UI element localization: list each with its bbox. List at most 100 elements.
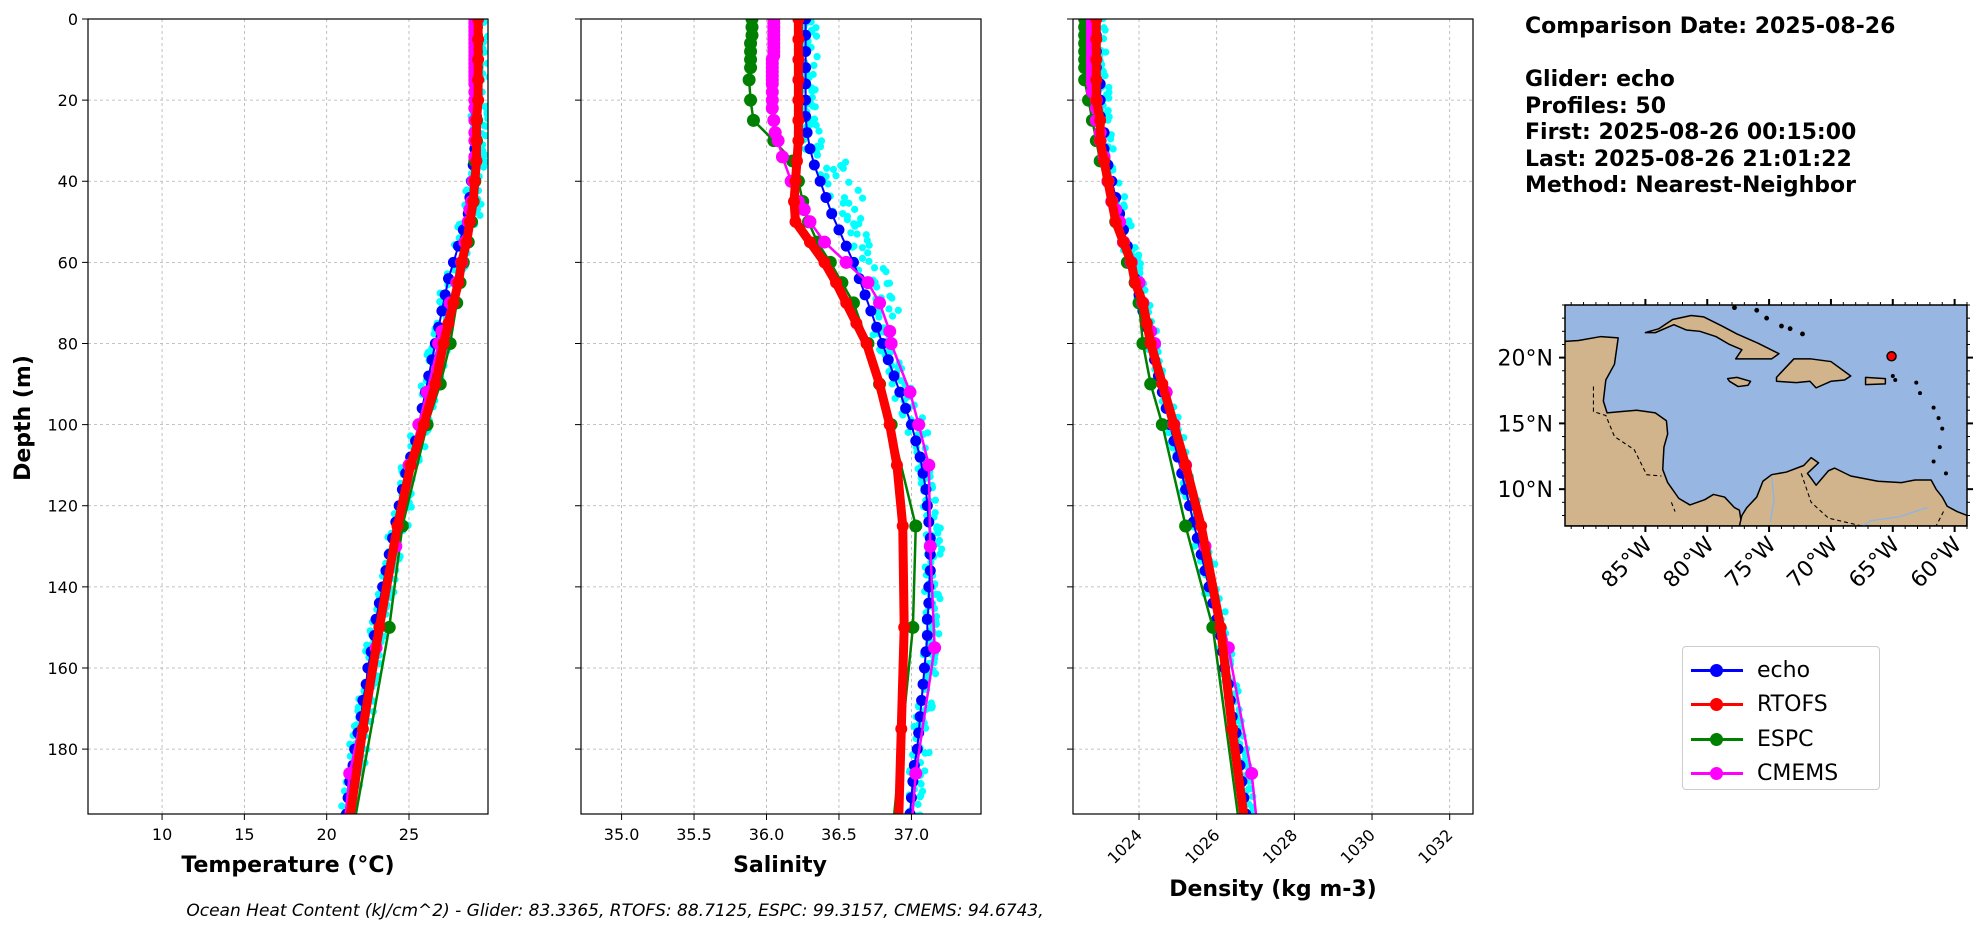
glider-raw-point [1136, 259, 1144, 268]
glider-raw-point [935, 630, 943, 638]
x-tick-label: 1024 [1104, 825, 1146, 867]
data-point-rtofs [463, 215, 476, 228]
glider-raw-point [837, 162, 845, 170]
data-point-rtofs [391, 520, 404, 533]
data-point-espc [909, 519, 923, 533]
glider-raw-point [817, 137, 826, 145]
glider-raw-point [798, 8, 805, 15]
legend-label: ESPC [1757, 726, 1814, 752]
legend: echo RTOFS ESPC CMEMS [1682, 646, 1880, 790]
data-point-rtofs [472, 53, 485, 66]
glider-raw-point [484, 114, 488, 123]
y-tick-label: 160 [47, 659, 78, 678]
data-point-rtofs [792, 19, 805, 25]
glider-raw-point [839, 210, 847, 218]
glider-raw-point [1089, 10, 1096, 17]
map-border [1800, 473, 1862, 526]
map-frame [1564, 304, 1968, 527]
data-point-echo [910, 435, 922, 447]
plot-area [742, 8, 946, 822]
x-tick-label: 37.0 [894, 825, 930, 844]
data-point-rtofs [470, 154, 483, 167]
data-point-cmems [1245, 766, 1259, 780]
map-island [1936, 416, 1941, 421]
glider-raw-point [840, 194, 849, 202]
glider-raw-point [916, 779, 925, 788]
y-tick-label: 140 [47, 578, 78, 597]
glider-raw-point [351, 818, 358, 825]
legend-item-cmems: CMEMS [1691, 757, 1879, 792]
data-point-cmems [884, 336, 898, 350]
x-tick-label: 25 [399, 825, 419, 844]
x-tick-label: 35.5 [676, 825, 712, 844]
data-point-rtofs [1195, 520, 1208, 533]
map-island [1940, 426, 1945, 431]
data-point-rtofs [1094, 114, 1107, 127]
glider-raw-point [481, 132, 488, 140]
glider-raw-point [1127, 222, 1135, 230]
y-tick-label: 60 [58, 253, 78, 272]
data-point-rtofs [1226, 722, 1239, 735]
glider-raw-point [921, 767, 929, 775]
data-point-rtofs [790, 154, 803, 167]
data-point-rtofs [1125, 256, 1138, 269]
data-point-rtofs [1214, 621, 1227, 634]
data-point-cmems [883, 324, 897, 338]
data-point-echo [916, 694, 928, 706]
legend-label: RTOFS [1757, 692, 1828, 718]
x-tick-label: 10 [152, 825, 172, 844]
glider-raw-point [479, 163, 488, 171]
glider-raw-point [808, 87, 816, 95]
data-point-rtofs [1094, 134, 1107, 147]
data-point-cmems [1261, 913, 1274, 926]
glider-raw-point [858, 194, 867, 202]
glider-raw-point [810, 61, 818, 70]
glider-raw-point [813, 151, 822, 159]
data-point-cmems [765, 101, 779, 115]
axes-frame [87, 18, 489, 815]
data-point-cmems [817, 235, 831, 249]
map-land-jamaica [1726, 376, 1752, 388]
glider-raw-point [1101, 26, 1109, 34]
glider-raw-point [1242, 817, 1249, 824]
glider-raw-point [1135, 251, 1143, 259]
glider-raw-point [913, 815, 920, 822]
data-point-cmems [775, 150, 789, 164]
y-tick-label: 40 [58, 172, 78, 191]
map-land-hispaniola [1775, 358, 1852, 389]
map-island [1764, 315, 1770, 321]
data-point-rtofs [1090, 94, 1103, 107]
data-point-echo [900, 402, 912, 414]
data-point-echo [820, 191, 832, 203]
data-point-cmems [803, 215, 817, 229]
y-axis-label: Depth (m) [11, 355, 36, 481]
legend-item-espc: ESPC [1691, 722, 1879, 757]
data-point-rtofs [1090, 53, 1103, 66]
legend-swatch [1691, 732, 1743, 746]
glider-raw-point [925, 749, 933, 757]
y-tick-label: 100 [47, 416, 78, 435]
glider-raw-point [829, 165, 838, 174]
data-point-echo [871, 321, 883, 333]
glider-raw-point [924, 429, 932, 437]
glider-raw-point [873, 283, 881, 291]
map-island [1914, 380, 1919, 385]
data-point-rtofs [404, 459, 417, 472]
data-point-espc [744, 61, 758, 75]
y-tick-label: 80 [58, 334, 78, 353]
glider-raw-point [482, 122, 488, 130]
x-tick-label: 35.0 [604, 825, 640, 844]
data-point-cmems [771, 134, 785, 148]
map-lat-label: 20°N [1498, 347, 1553, 372]
legend-swatch [1691, 698, 1743, 712]
data-point-rtofs [452, 276, 465, 289]
glider-raw-point [865, 257, 873, 265]
map-river [1862, 506, 1928, 526]
data-point-rtofs [472, 19, 485, 25]
data-point-rtofs [470, 114, 483, 127]
glider-raw-point [850, 220, 858, 228]
map-lon-label: 70°W [1783, 532, 1844, 593]
data-point-rtofs [437, 337, 450, 350]
glider-raw-point [845, 199, 853, 207]
